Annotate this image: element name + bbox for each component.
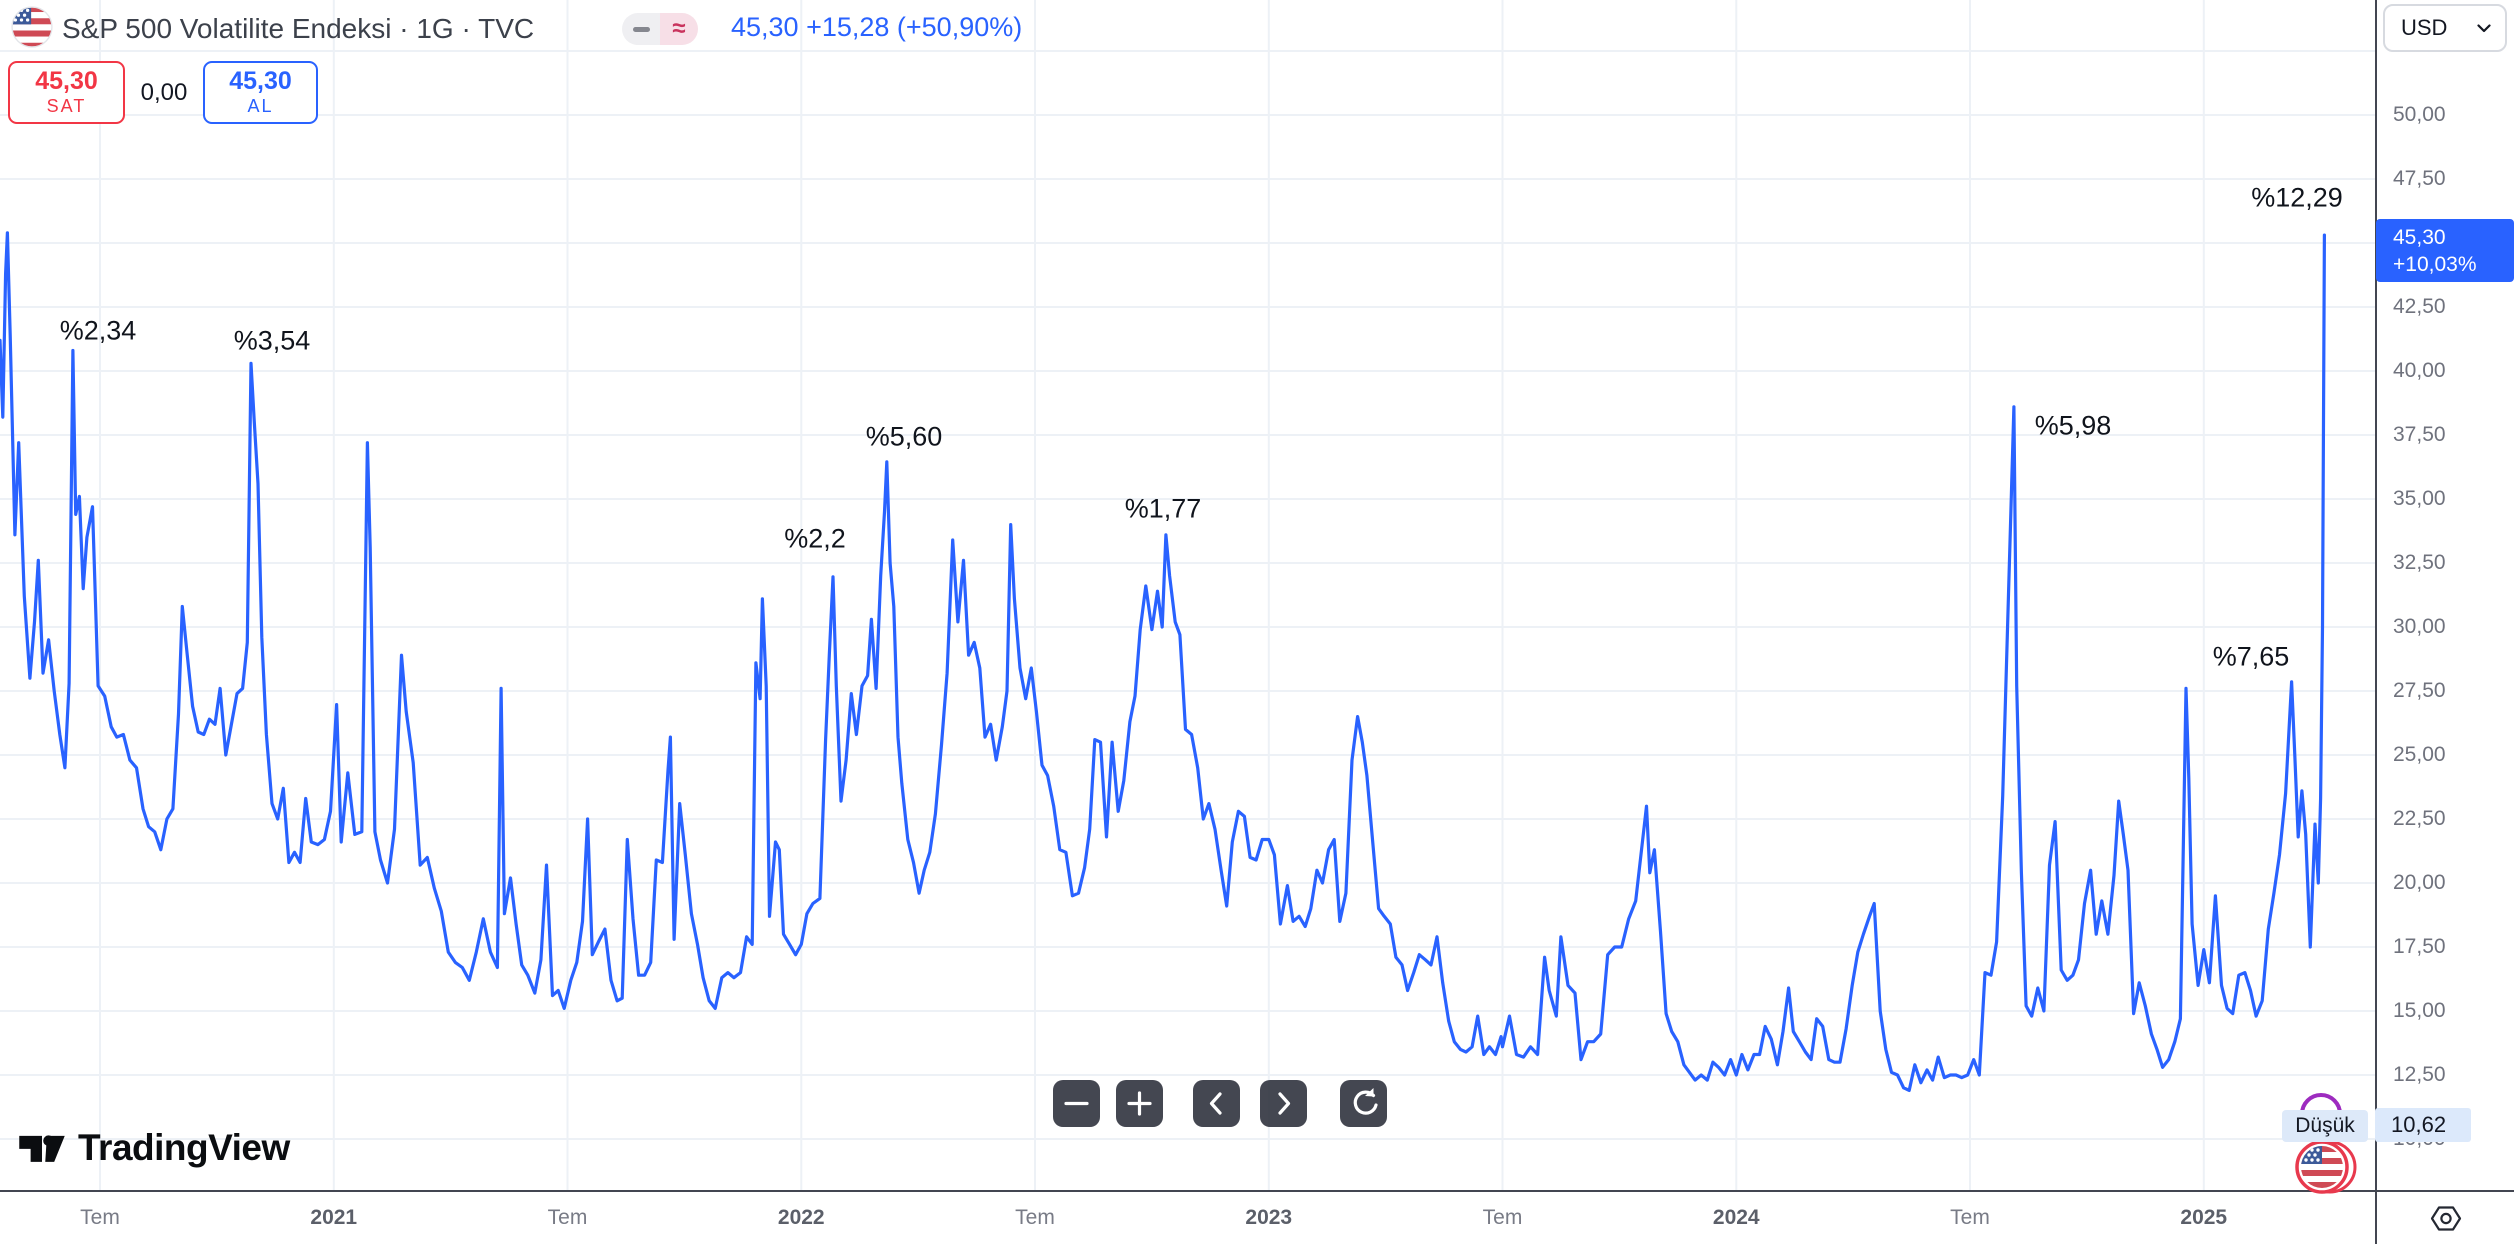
currency-dropdown[interactable]: USD (2383, 4, 2507, 52)
tradingview-logo[interactable]: TradingView (16, 1124, 290, 1172)
time-tick-label: 2021 (310, 1206, 358, 1229)
axis-vertical-separator (2375, 0, 2377, 1244)
hide-indicator-toggle[interactable] (622, 13, 660, 45)
zoom-out-button[interactable] (1053, 1080, 1100, 1127)
last-price-value: 45,30 (2393, 226, 2446, 249)
price-tick-label: 47,50 (2393, 167, 2446, 190)
zoom-in-button[interactable] (1116, 1080, 1163, 1127)
price-tick-label: 15,00 (2393, 999, 2446, 1022)
chevron-right-icon (1278, 1092, 1291, 1115)
price-tick-label: 25,00 (2393, 743, 2446, 766)
currency-value: USD (2401, 15, 2448, 40)
last-price-summary: 45,30 +15,28 (+50,90%) (731, 12, 1023, 42)
buy-label: AL (247, 96, 274, 117)
approx-icon: ≈ (672, 15, 686, 42)
tradingview-logo-icon (19, 1135, 65, 1162)
minus-icon (1064, 1101, 1089, 1106)
price-tick-label: 50,00 (2393, 103, 2446, 126)
price-tick-label: 40,00 (2393, 359, 2446, 382)
price-tick-label: 17,50 (2393, 935, 2446, 958)
price-tick-label: 37,50 (2393, 423, 2446, 446)
time-tick-label: 2023 (1245, 1206, 1293, 1229)
low-price-label: Düşük (2282, 1110, 2368, 1142)
price-tick-label: 27,50 (2393, 679, 2446, 702)
plus-icon (1127, 1091, 1152, 1116)
axis-corner-cell (2377, 1192, 2514, 1244)
buy-button[interactable]: 45,30 AL (203, 61, 318, 124)
price-scale-visibility-icon[interactable] (2428, 1203, 2464, 1234)
time-tick-label: Tem (80, 1206, 120, 1229)
sell-label: SAT (46, 96, 87, 117)
price-chart[interactable] (0, 0, 2376, 1190)
price-tick-label: 32,50 (2393, 551, 2446, 574)
price-tick-label: 35,00 (2393, 487, 2446, 510)
time-tick-label: Tem (1015, 1206, 1055, 1229)
chevron-down-icon (2477, 23, 2491, 32)
approximate-value-toggle[interactable]: ≈ (660, 13, 698, 45)
reset-icon (1353, 1088, 1378, 1115)
price-tick-label: 42,50 (2393, 295, 2446, 318)
symbol-header: S&P 500 Volatilite Endeksi · 1G · TVC ≈ … (0, 0, 2300, 56)
symbol-title[interactable]: S&P 500 Volatilite Endeksi · 1G · TVC (62, 13, 535, 44)
time-tick-label: 2022 (777, 1206, 825, 1229)
reset-chart-button[interactable] (1340, 1080, 1387, 1127)
time-tick-label: Tem (1950, 1206, 1990, 1229)
time-tick-label: Tem (547, 1206, 588, 1229)
scroll-right-button[interactable] (1260, 1080, 1307, 1127)
sell-price: 45,30 (35, 66, 98, 95)
time-tick-label: 2024 (1712, 1206, 1760, 1229)
chevron-left-icon (1209, 1092, 1222, 1115)
price-axis-panel[interactable]: USD 50,00 47,50 42,50 40,00 37,50 35,00 32,50 3… (2375, 0, 2514, 1190)
scroll-left-button[interactable] (1193, 1080, 1240, 1127)
time-axis-panel[interactable]: Tem 2021 Tem 2022 Tem 2023 Tem 2024 Tem 2025 (0, 1192, 2376, 1244)
us-flag-icon (11, 6, 53, 48)
last-price-change: +10,03% (2393, 253, 2477, 276)
tradingview-logo-text: TradingView (78, 1127, 290, 1168)
price-tick-label: 20,00 (2393, 871, 2446, 894)
price-tick-label: 12,50 (2393, 1063, 2446, 1086)
legend-toggle-pill[interactable]: ≈ (622, 13, 698, 45)
axis-horizontal-separator (0, 1190, 2514, 1192)
sell-button[interactable]: 45,30 SAT (8, 61, 125, 124)
us-flag-stamp-icon (2295, 1140, 2357, 1194)
spread-value: 0,00 (140, 78, 188, 106)
buy-price: 45,30 (229, 66, 292, 95)
dash-icon (632, 26, 650, 32)
price-tick-label: 30,00 (2393, 615, 2446, 638)
time-tick-label: 2025 (2180, 1206, 2228, 1229)
last-price-badge: 45,30 +10,03% (2376, 219, 2514, 282)
low-price-axis-value: 10,62 (2375, 1108, 2471, 1142)
time-tick-label: Tem (1482, 1206, 1523, 1229)
price-tick-label: 22,50 (2393, 807, 2446, 830)
